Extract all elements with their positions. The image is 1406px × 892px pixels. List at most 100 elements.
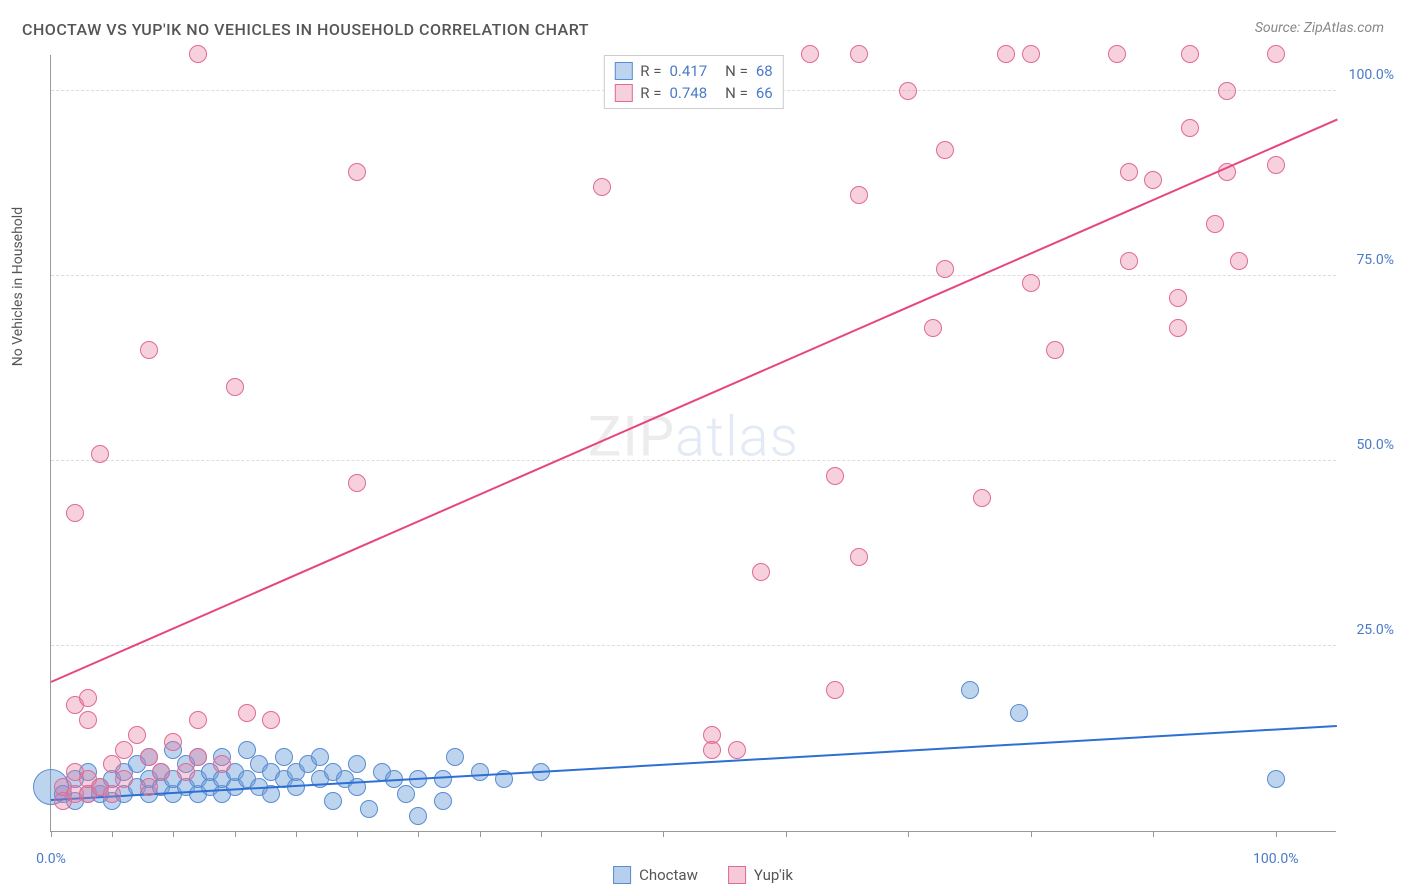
- series-legend: Choctaw Yup'ik: [613, 866, 793, 884]
- x-tick: [51, 831, 52, 837]
- scatter-point: [262, 711, 280, 729]
- scatter-point: [164, 733, 182, 751]
- gridline: [51, 645, 1336, 646]
- x-tick: [786, 831, 787, 837]
- correlation-legend: R = 0.417N = 68R = 0.748N = 66: [603, 55, 783, 109]
- scatter-point: [1169, 289, 1187, 307]
- scatter-point: [434, 792, 452, 810]
- chart-title: CHOCTAW VS YUP'IK NO VEHICLES IN HOUSEHO…: [22, 20, 589, 39]
- x-tick-label: 100.0%: [1253, 851, 1298, 867]
- scatter-point: [826, 467, 844, 485]
- y-tick-label: 100.0%: [1349, 67, 1394, 83]
- legend-swatch: [614, 62, 632, 80]
- y-tick-label: 50.0%: [1356, 437, 1394, 453]
- scatter-point: [1267, 45, 1285, 63]
- legend-swatch: [728, 866, 746, 884]
- scatter-point: [728, 741, 746, 759]
- x-tick: [908, 831, 909, 837]
- scatter-point: [703, 741, 721, 759]
- x-tick-label: 0.0%: [36, 851, 66, 867]
- scatter-point: [850, 186, 868, 204]
- legend-swatch: [613, 866, 631, 884]
- scatter-point: [79, 711, 97, 729]
- x-tick: [173, 831, 174, 837]
- scatter-point: [1022, 274, 1040, 292]
- y-tick-label: 25.0%: [1356, 622, 1394, 638]
- scatter-point: [973, 489, 991, 507]
- x-tick: [663, 831, 664, 837]
- scatter-point: [66, 504, 84, 522]
- scatter-point: [115, 770, 133, 788]
- x-tick: [541, 831, 542, 837]
- x-tick: [1153, 831, 1154, 837]
- stat-n-label: N =: [725, 84, 748, 102]
- scatter-point: [91, 445, 109, 463]
- scatter-point: [115, 741, 133, 759]
- x-tick: [1276, 831, 1277, 837]
- scatter-point: [1267, 156, 1285, 174]
- x-tick: [235, 831, 236, 837]
- trend-line: [51, 725, 1337, 801]
- scatter-point: [936, 141, 954, 159]
- scatter-point: [1230, 252, 1248, 270]
- legend-series-item: Choctaw: [613, 866, 698, 884]
- scatter-point: [446, 748, 464, 766]
- scatter-plot-area: ZIPatlas R = 0.417N = 68R = 0.748N = 66 …: [50, 55, 1336, 832]
- scatter-point: [103, 785, 121, 803]
- scatter-point: [899, 82, 917, 100]
- scatter-point: [189, 45, 207, 63]
- scatter-point: [1120, 163, 1138, 181]
- x-tick: [480, 831, 481, 837]
- stat-r-label: R =: [640, 84, 661, 102]
- x-tick: [1031, 831, 1032, 837]
- x-tick: [112, 831, 113, 837]
- scatter-point: [140, 748, 158, 766]
- scatter-point: [826, 681, 844, 699]
- source-attribution: Source: ZipAtlas.com: [1255, 20, 1384, 36]
- scatter-point: [189, 748, 207, 766]
- scatter-point: [936, 260, 954, 278]
- trend-line: [51, 119, 1338, 683]
- scatter-point: [1267, 770, 1285, 788]
- scatter-point: [801, 45, 819, 63]
- stat-r-value: 0.417: [669, 62, 707, 80]
- scatter-point: [961, 681, 979, 699]
- scatter-point: [1108, 45, 1126, 63]
- scatter-point: [924, 319, 942, 337]
- scatter-point: [189, 711, 207, 729]
- scatter-point: [238, 704, 256, 722]
- legend-stat-row: R = 0.417 N = 68: [614, 60, 772, 82]
- scatter-point: [850, 548, 868, 566]
- scatter-point: [1181, 119, 1199, 137]
- legend-swatch: [614, 84, 632, 102]
- x-tick: [357, 831, 358, 837]
- scatter-point: [1218, 82, 1236, 100]
- legend-series-item: Yup'ik: [728, 866, 793, 884]
- scatter-point: [471, 763, 489, 781]
- x-tick: [418, 831, 419, 837]
- y-axis-label: No Vehicles in Household: [10, 207, 26, 366]
- scatter-point: [152, 763, 170, 781]
- stat-r-label: R =: [640, 62, 661, 80]
- scatter-point: [348, 163, 366, 181]
- legend-series-label: Choctaw: [639, 866, 698, 884]
- stat-r-value: 0.748: [669, 84, 707, 102]
- scatter-point: [348, 474, 366, 492]
- scatter-point: [1181, 45, 1199, 63]
- scatter-point: [226, 378, 244, 396]
- scatter-point: [1169, 319, 1187, 337]
- scatter-point: [397, 785, 415, 803]
- stat-n-label: N =: [725, 62, 748, 80]
- scatter-point: [850, 45, 868, 63]
- scatter-point: [997, 45, 1015, 63]
- scatter-point: [1144, 171, 1162, 189]
- legend-stat-row: R = 0.748N = 66: [614, 82, 772, 104]
- scatter-point: [1010, 704, 1028, 722]
- stat-n-value: 68: [756, 62, 773, 80]
- scatter-point: [1022, 45, 1040, 63]
- gridline: [51, 275, 1336, 276]
- scatter-point: [213, 755, 231, 773]
- scatter-point: [434, 770, 452, 788]
- scatter-point: [1046, 341, 1064, 359]
- scatter-point: [1206, 215, 1224, 233]
